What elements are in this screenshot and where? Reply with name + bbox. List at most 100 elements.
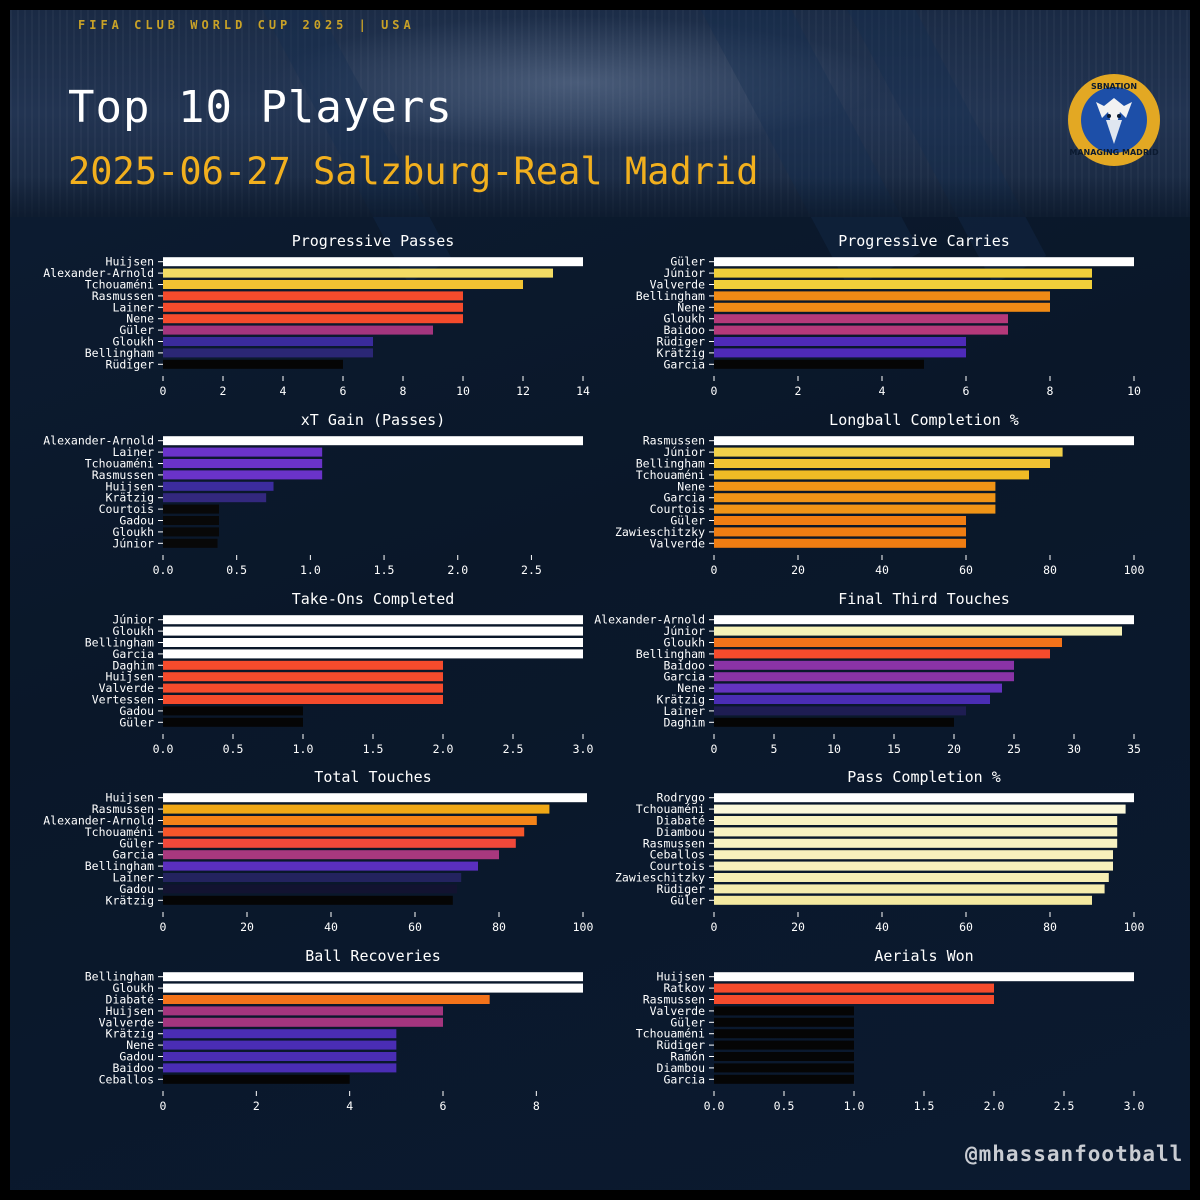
category-label: Tchouaméni (85, 825, 154, 839)
chart-panel-1: Progressive Passes HuijsenAlexander-Arnol… (43, 232, 590, 398)
category-label: Huijsen (106, 1004, 154, 1018)
bar (163, 804, 550, 814)
category-label: Ceballos (99, 1072, 154, 1086)
bar (163, 983, 583, 993)
x-tick-label: 20 (791, 920, 805, 934)
category-label: Bellingham (85, 970, 154, 984)
bar (714, 660, 1014, 670)
bar (714, 626, 1122, 636)
category-label: Bellingham (636, 647, 705, 661)
x-tick-label: 40 (875, 563, 889, 577)
bar (163, 816, 537, 825)
bar (163, 291, 463, 301)
x-tick-label: 0 (160, 920, 167, 934)
logo-text-top: SBNATION (1090, 82, 1138, 91)
category-label: Garcia (663, 491, 705, 505)
category-label: Krätzig (657, 346, 705, 360)
category-label: Vertessen (92, 693, 154, 707)
bar (714, 527, 966, 537)
x-tick-label: 8 (1047, 384, 1054, 398)
x-tick-label: 10 (456, 384, 470, 398)
category-label: Rasmussen (643, 434, 705, 448)
bar (163, 895, 453, 905)
bar (163, 660, 443, 670)
bar (714, 325, 1008, 335)
category-label: Bellingham (636, 289, 705, 303)
bar (163, 838, 516, 848)
bar (714, 481, 996, 491)
category-label: Lainer (112, 300, 154, 314)
chart-title: Final Third Touches (838, 590, 1010, 608)
x-tick-label: 60 (959, 563, 973, 577)
bar (714, 1074, 854, 1084)
category-label: Tchouaméni (85, 278, 154, 292)
category-label: Garcia (663, 357, 705, 371)
x-tick-label: 6 (340, 384, 347, 398)
bar (163, 538, 218, 548)
category-label: Rüdiger (106, 357, 155, 371)
category-label: Gloukh (663, 636, 705, 650)
bar (714, 995, 994, 1004)
chart-title: Total Touches (314, 768, 431, 786)
x-tick-label: 0 (160, 1099, 167, 1113)
x-tick-label: 60 (408, 920, 422, 934)
x-tick-label: 35 (1127, 742, 1141, 756)
category-label: Tchouaméni (636, 1027, 705, 1041)
x-tick-label: 1.0 (844, 1099, 865, 1113)
category-label: Krätzig (106, 491, 154, 505)
category-label: Baidoo (112, 1061, 154, 1075)
bar (714, 850, 1113, 860)
bar (714, 816, 1118, 825)
chart-title: Pass Completion % (847, 768, 1001, 786)
category-label: Baidoo (663, 658, 705, 672)
category-label: Alexander-Arnold (43, 814, 154, 828)
x-tick-label: 0.0 (704, 1099, 725, 1113)
category-label: Júnior (663, 445, 705, 459)
x-tick-label: 3.0 (573, 742, 594, 756)
category-label: Lainer (663, 704, 705, 718)
author-credit: @mhassanfootball (965, 1142, 1184, 1166)
category-label: Tchouaméni (636, 802, 705, 816)
bar (163, 672, 443, 682)
x-tick-label: 40 (875, 920, 889, 934)
bar (714, 1063, 854, 1073)
x-tick-label: 60 (959, 920, 973, 934)
x-tick-label: 0.0 (153, 742, 174, 756)
match-title: 2025-06-27 Salzburg-Real Madrid (68, 150, 759, 193)
bar (163, 850, 499, 860)
logo-text-bottom: MANAGING MADRID (1069, 148, 1159, 157)
x-tick-label: 0.0 (153, 563, 174, 577)
bar (163, 325, 433, 335)
category-label: Zawieschitzky (615, 871, 705, 885)
managing-madrid-logo: SBNATION MANAGING MADRID (1066, 72, 1162, 168)
bar (714, 884, 1105, 894)
bar (163, 1029, 397, 1039)
bar (714, 695, 990, 704)
category-label: Güler (670, 893, 705, 907)
x-tick-label: 2.0 (447, 563, 468, 577)
category-label: Nene (677, 479, 705, 493)
category-label: Valverde (650, 1004, 705, 1018)
bar (714, 470, 1029, 480)
bar (714, 793, 1134, 803)
bar (714, 972, 1134, 982)
x-tick-label: 4 (346, 1099, 353, 1113)
bar (163, 348, 373, 358)
bar (163, 695, 443, 704)
bar (714, 516, 966, 525)
bar (714, 493, 996, 503)
bar (714, 873, 1109, 882)
chart-title: Take-Ons Completed (292, 590, 455, 608)
category-label: Güler (119, 323, 154, 337)
category-label: Júnior (663, 266, 705, 280)
page-title: Top 10 Players (68, 82, 453, 133)
bar (714, 291, 1050, 301)
category-label: Ratkov (663, 981, 705, 995)
bar (714, 983, 994, 993)
category-label: Valverde (99, 681, 154, 695)
bar (163, 706, 303, 716)
x-tick-label: 0.5 (774, 1099, 795, 1113)
bar (163, 972, 583, 982)
bar (163, 527, 219, 537)
x-tick-label: 2.5 (521, 563, 542, 577)
